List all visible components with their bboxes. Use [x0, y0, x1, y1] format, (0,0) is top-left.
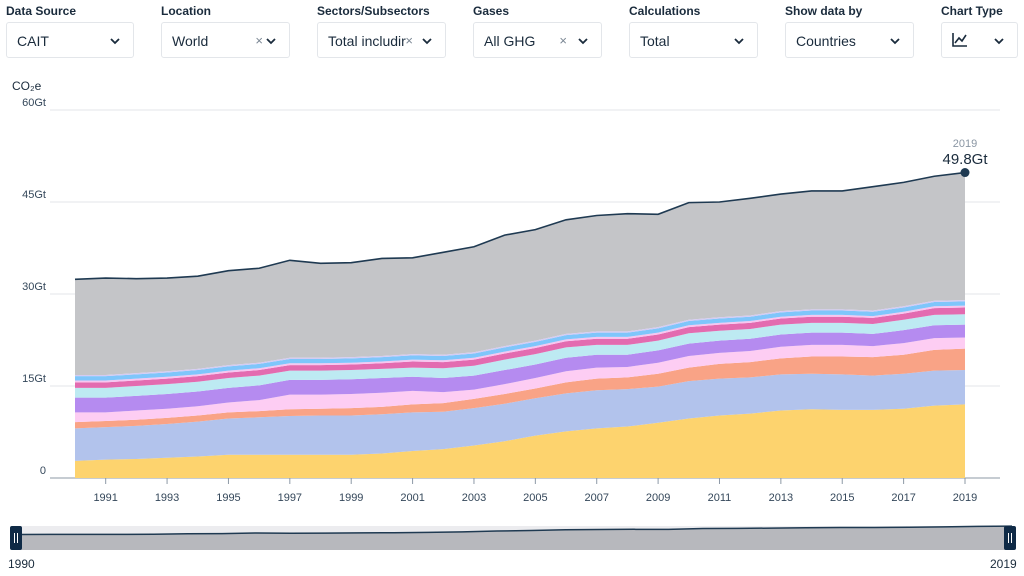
tooltip-point[interactable]	[960, 168, 970, 178]
y-tick-label: 0	[40, 465, 46, 477]
filter-gases: Gases All GHG ×	[473, 4, 602, 58]
range-end-label: 2019	[990, 557, 1017, 571]
area-band-4	[75, 337, 965, 423]
location-value: World	[172, 33, 209, 49]
y-tick-label: 15Gt	[22, 373, 46, 385]
x-tick-label: 1993	[155, 492, 179, 504]
x-tick-label: 2003	[462, 492, 486, 504]
filter-label-data-source: Data Source	[6, 4, 77, 18]
line-chart-icon	[952, 33, 967, 47]
filter-label-show-data-by: Show data by	[785, 4, 863, 18]
filter-label-gases: Gases	[473, 4, 510, 18]
gases-value: All GHG	[484, 33, 536, 49]
location-select[interactable]: World ×	[161, 22, 290, 58]
calculations-value: Total	[640, 33, 670, 49]
data-source-value: CAIT	[17, 33, 49, 49]
x-tick-label: 1995	[216, 492, 240, 504]
tooltip-value: 49.8Gt	[942, 151, 988, 168]
x-tick-label: 2019	[953, 492, 977, 504]
x-tick-label: 2005	[523, 492, 547, 504]
x-tick-label: 2015	[830, 492, 854, 504]
area-band-1	[75, 404, 965, 478]
show-data-by-select[interactable]: Countries	[785, 22, 914, 58]
y-tick-label: 60Gt	[22, 97, 46, 109]
range-sparkline-line	[15, 525, 1013, 536]
range-start-label: 1990	[8, 557, 35, 571]
range-handle-end[interactable]	[1004, 526, 1016, 550]
stacked-areas	[74, 168, 970, 478]
y-tick-label: 30Gt	[22, 281, 46, 293]
y-axis: 0 15Gt 30Gt 45Gt 60Gt	[22, 97, 46, 477]
chevron-down-icon	[266, 38, 276, 45]
filter-show-data-by: Show data by Countries	[785, 4, 914, 58]
x-tick-label: 1991	[93, 492, 117, 504]
data-source-select[interactable]: CAIT	[6, 22, 134, 58]
range-sparkline	[16, 526, 1012, 550]
x-tick-label: 1999	[339, 492, 363, 504]
total-line	[74, 171, 966, 281]
filter-label-calculations: Calculations	[629, 4, 701, 18]
clear-icon[interactable]: ×	[255, 33, 263, 48]
chevron-down-icon	[422, 38, 432, 45]
x-tick-label: 2009	[646, 492, 670, 504]
sectors-value: Total includir	[328, 33, 406, 49]
filter-label-sectors: Sectors/Subsectors	[317, 4, 430, 18]
y-tick-label: 45Gt	[22, 189, 46, 201]
x-tick-label: 2013	[769, 492, 793, 504]
chevron-down-icon	[734, 38, 744, 45]
filter-sectors: Sectors/Subsectors Total includir ×	[317, 4, 446, 58]
x-tick-label: 2017	[891, 492, 915, 504]
filter-calculations: Calculations Total	[629, 4, 758, 58]
x-tick-label: 2001	[400, 492, 424, 504]
x-tick-label: 2007	[584, 492, 608, 504]
area-band-2	[75, 370, 965, 461]
area-band-7	[75, 307, 965, 388]
area-band-5	[75, 324, 965, 413]
filter-data-source: Data Source CAIT	[6, 4, 134, 58]
calculations-select[interactable]: Total	[629, 22, 758, 58]
filter-location: Location World ×	[161, 4, 290, 58]
area-band-6	[75, 314, 965, 398]
area-band-others	[75, 172, 965, 375]
x-tick-label: 1997	[278, 492, 302, 504]
x-tick-label: 2011	[708, 492, 732, 504]
filter-label-chart-type: Chart Type	[941, 4, 1003, 18]
range-handle-start[interactable]	[10, 526, 22, 550]
clear-icon[interactable]: ×	[559, 33, 567, 48]
chevron-down-icon	[994, 38, 1004, 45]
chart-type-select[interactable]	[941, 22, 1018, 58]
filter-label-location: Location	[161, 4, 211, 18]
x-axis: 1991 1993 1995 1997 1999 2001 2003 2005 2007 2009…	[93, 478, 977, 504]
filter-chart-type: Chart Type	[941, 4, 1018, 58]
sectors-select[interactable]: Total includir ×	[317, 22, 446, 58]
chevron-down-icon	[110, 38, 120, 45]
chevron-down-icon	[890, 38, 900, 45]
filter-bar: Data Source CAIT Location World × Sector…	[0, 0, 1024, 64]
unit-label: CO₂e	[12, 79, 42, 93]
tooltip-year: 2019	[953, 138, 977, 150]
year-range-slider[interactable]	[0, 520, 1024, 560]
show-data-by-value: Countries	[796, 33, 856, 49]
area-band-3	[75, 348, 965, 429]
area-band-9	[75, 301, 965, 381]
gases-select[interactable]: All GHG ×	[473, 22, 602, 58]
clear-icon[interactable]: ×	[405, 33, 413, 48]
chevron-down-icon	[578, 38, 588, 45]
